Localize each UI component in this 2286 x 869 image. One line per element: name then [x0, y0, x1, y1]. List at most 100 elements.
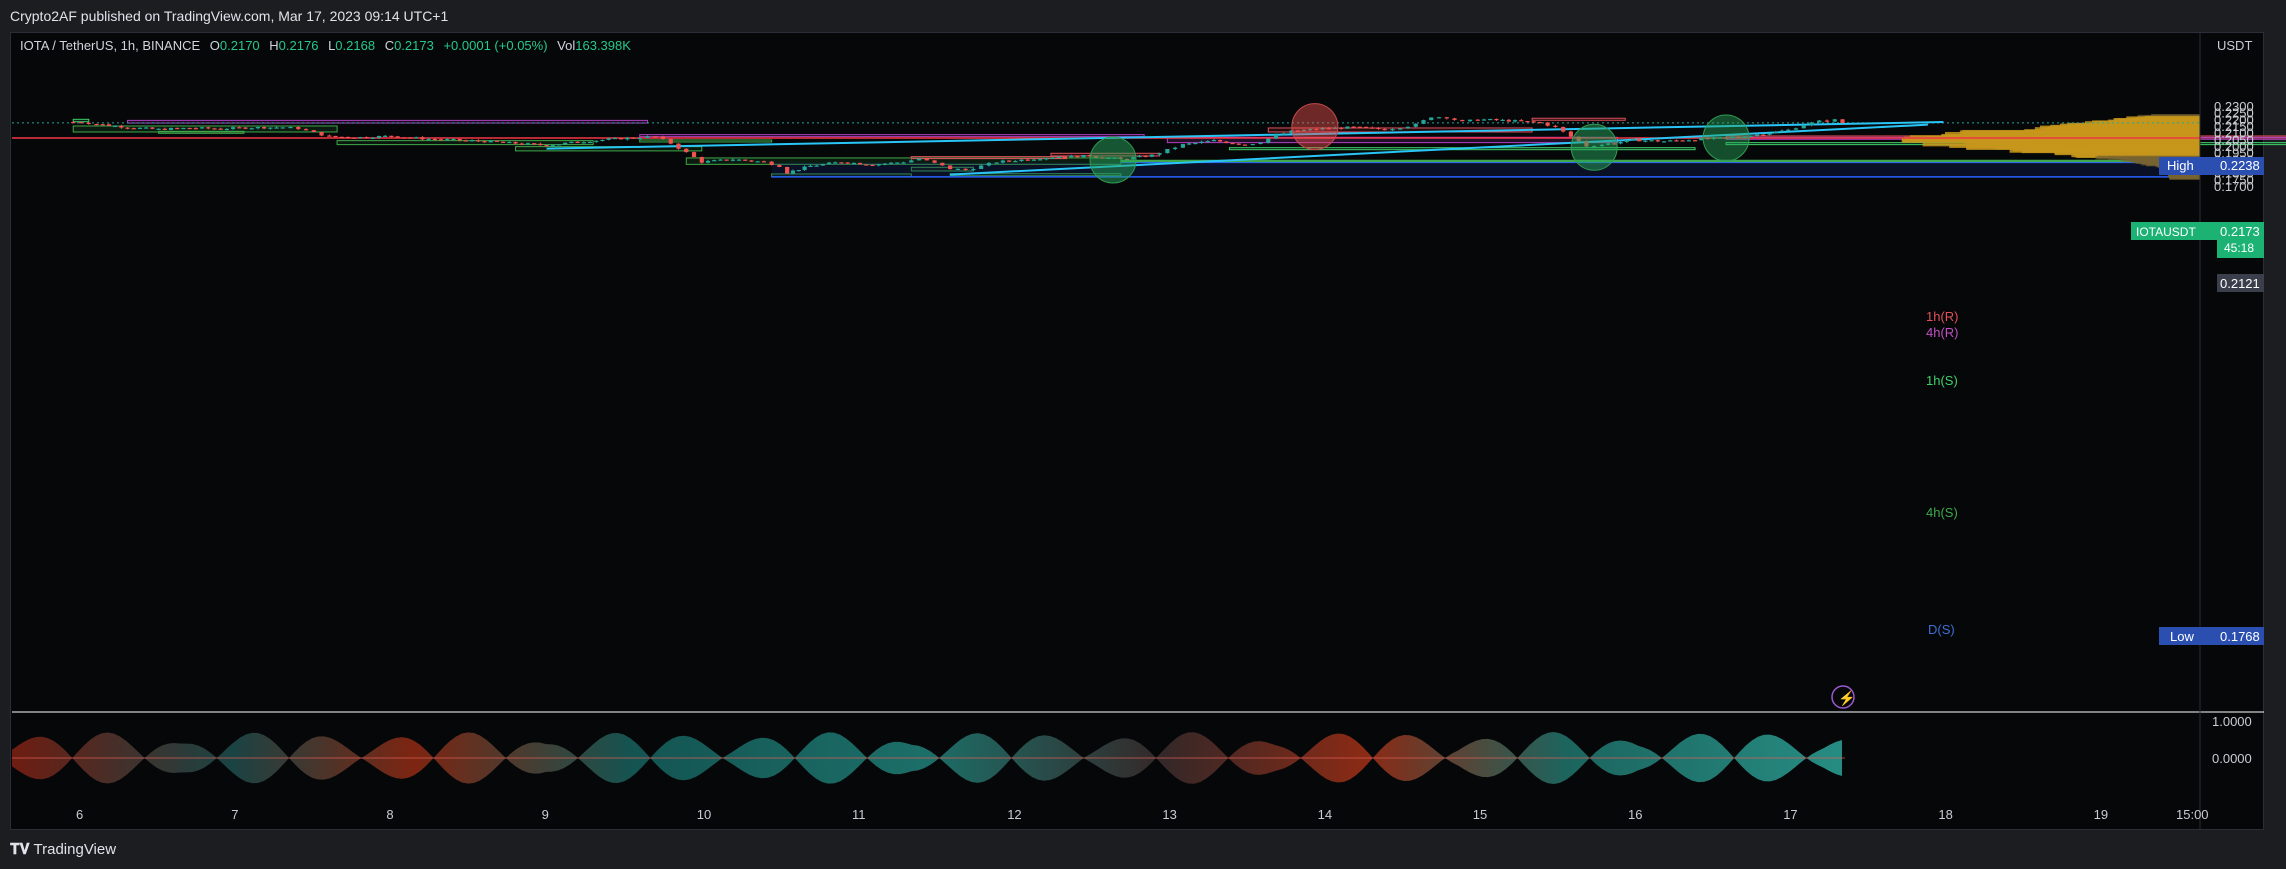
low-value-legend: 0.2168	[335, 38, 376, 53]
candle-body-143	[1006, 160, 1012, 162]
price-tick-3: 0.2150	[2214, 119, 2254, 134]
candle-body-235	[1624, 139, 1629, 142]
high-tag	[2159, 157, 2217, 175]
lightning-icon[interactable]	[1831, 685, 1855, 709]
candle-body-107	[761, 161, 766, 163]
candle-body-6	[113, 125, 118, 128]
candle-body-268	[1840, 119, 1845, 124]
candle-body-172	[1193, 142, 1198, 145]
candle-body-22	[212, 128, 217, 130]
candle-body-106	[755, 161, 760, 163]
candle-body-63	[476, 140, 481, 142]
candle-body-218	[1506, 119, 1511, 122]
candle-body-134	[940, 162, 945, 166]
zone-label-d-s: D(S)	[1928, 622, 1955, 637]
high-tag-label: High	[2167, 158, 2194, 173]
candle-body-129	[901, 162, 906, 164]
marker-price: 0.2121	[2220, 276, 2260, 291]
candle-body-185	[1281, 133, 1286, 135]
candle-body-114	[808, 165, 813, 167]
osc-tick-0: 0.0000	[2212, 751, 2252, 766]
candle-body-91	[653, 136, 658, 138]
low-label: L	[328, 38, 336, 53]
candle-body-224	[1545, 122, 1550, 126]
candle-body-214	[1481, 119, 1487, 121]
candle-body-207	[1429, 117, 1434, 121]
candle-body-154	[1075, 155, 1080, 158]
time-tick-3: 9	[542, 807, 549, 822]
candle-body-147	[1031, 159, 1037, 161]
candle-body-170	[1180, 144, 1186, 148]
candle-body-206	[1421, 120, 1426, 124]
zone-box-3	[158, 130, 245, 134]
time-tick-0: 6	[76, 807, 83, 822]
candle-body-59	[451, 138, 456, 141]
time-tick-5: 11	[852, 807, 866, 822]
candle-body-53	[414, 137, 419, 139]
candle-body-156	[1087, 155, 1092, 157]
candle-body-165	[1143, 155, 1148, 158]
candle-body-82	[594, 140, 599, 142]
candle-body-49	[389, 135, 394, 137]
countdown: 45:18	[2224, 241, 2254, 255]
candle-body-94	[676, 143, 681, 149]
candle-body-47	[376, 135, 382, 138]
candle-body-136	[955, 168, 960, 170]
marker-price-tag	[2217, 274, 2264, 292]
candle-body-177	[1224, 141, 1229, 143]
candle-body-184	[1273, 134, 1279, 139]
zone-label-4h-s: 4h(S)	[1926, 505, 1958, 520]
candle-body-140	[986, 162, 992, 166]
candle-body-186	[1289, 130, 1294, 134]
time-tick-13: 19	[2094, 807, 2108, 822]
candle-body-132	[924, 158, 929, 161]
candle-body-78	[569, 141, 574, 143]
high-value: 0.2238	[2220, 158, 2260, 173]
candle-body-250	[1717, 137, 1723, 139]
symbol-legend[interactable]: IOTA / TetherUS, 1h, BINANCE O0.2170 H0.…	[20, 38, 637, 53]
candle-body-153	[1069, 155, 1074, 158]
candle-body-95	[684, 148, 689, 153]
candle-body-190	[1314, 129, 1319, 131]
candle-body-219	[1512, 120, 1518, 122]
candle-body-188	[1301, 129, 1307, 132]
candle-body-254	[1742, 136, 1747, 139]
candle-body-215	[1488, 118, 1493, 121]
candle-body-139	[979, 165, 984, 169]
candle-body-135	[948, 165, 953, 170]
candle-body-102	[730, 159, 735, 161]
candle-body-168	[1165, 148, 1170, 154]
publish-info: Crypto2AF published on TradingView.com, …	[10, 8, 449, 24]
candle-body-11	[144, 127, 149, 129]
candle-body-138	[971, 168, 976, 171]
candle-body-115	[814, 165, 819, 167]
candle-body-104	[743, 159, 748, 161]
candle-body-46	[370, 137, 375, 140]
candle-body-116	[820, 164, 825, 166]
candle-body-245	[1686, 140, 1691, 142]
candle-body-42	[345, 136, 351, 139]
candle-body-7	[119, 125, 124, 128]
candle-body-43	[352, 137, 357, 139]
time-tick-12: 18	[1938, 807, 1952, 822]
candle-body-79	[575, 141, 580, 143]
candle-body-171	[1187, 143, 1192, 145]
low-value-tag	[2217, 627, 2264, 645]
candle-body-239	[1649, 140, 1654, 142]
open-value: 0.2170	[219, 38, 260, 53]
candle-body-93	[668, 138, 673, 144]
highlight-circle-0	[1291, 103, 1339, 151]
candle-body-145	[1019, 159, 1024, 162]
candle-body-175	[1211, 140, 1217, 142]
last-price-tag	[2217, 222, 2264, 258]
highlight-circle-3	[1702, 114, 1750, 162]
candle-body-174	[1205, 141, 1210, 143]
candle-body-141	[994, 162, 999, 164]
candle-body-204	[1405, 126, 1411, 129]
candle-body-101	[724, 159, 729, 161]
tradingview-logo[interactable]: 𝐓𝐕 TradingView	[10, 841, 116, 858]
candle-body-249	[1711, 137, 1716, 139]
candle-body-3	[94, 124, 99, 126]
candle-body-200	[1376, 127, 1381, 129]
